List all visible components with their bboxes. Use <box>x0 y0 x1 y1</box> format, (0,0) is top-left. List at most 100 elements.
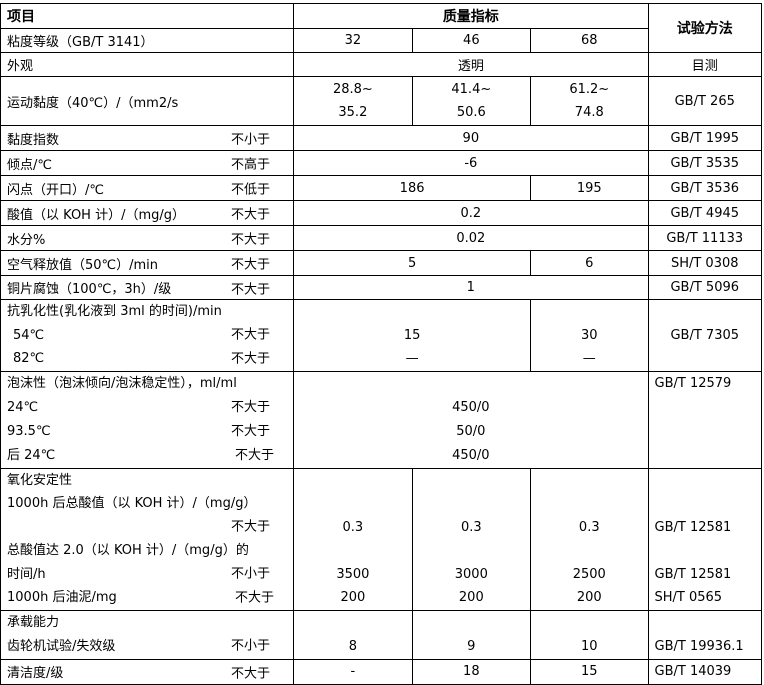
row-label: 清洁度/级 不大于 <box>0 658 295 685</box>
value-line: — <box>582 351 596 366</box>
header-quality: 质量指标 <box>293 3 649 29</box>
cell-value: 30 — <box>530 299 649 372</box>
value-line: 450/0 <box>452 447 490 463</box>
cell-value: 32 <box>293 28 413 53</box>
row-label: 空气释放值（50℃）/min 不大于 <box>0 250 295 276</box>
cell-method: GB/T 7305 <box>647 299 762 372</box>
cell-method: 目测 <box>647 52 762 77</box>
cell-value: 10 <box>530 609 649 660</box>
label-line: 82℃ 不大于 <box>7 347 293 371</box>
value-line: 74.8 <box>574 105 604 120</box>
label-text: 氧化安定性 <box>7 472 73 488</box>
label-text: 闪点（开口）/℃ <box>7 182 104 198</box>
spec-table: 项目 质量指标 试验方法 粘度等级（GB/T 3141） 32 46 68 外观… <box>0 3 762 685</box>
label-text: 空气释放值（50℃）/min <box>7 257 159 273</box>
method-text: GB/T 12579 <box>654 375 732 391</box>
cell-value: 0.3 3000 200 <box>411 467 532 611</box>
row-label: 外观 <box>0 52 295 77</box>
table-row: 空气释放值（50℃）/min 不大于 5 6 SH/T 0308 <box>0 250 762 276</box>
cell-value: 195 <box>530 175 649 201</box>
table-row: 铜片腐蚀（100℃，3h）/级 不大于 1 GB/T 5096 <box>0 275 762 300</box>
qualifier: 不大于 <box>231 327 271 343</box>
label-line: 后 24℃ 不大于 <box>7 444 293 468</box>
row-label: 水分% 不大于 <box>0 225 295 251</box>
label-text: 93.5℃ <box>7 423 51 439</box>
cell-method: GB/T 5096 <box>647 275 762 300</box>
cell-value: 46 <box>411 28 532 53</box>
table-row: 承载能力 齿轮机试验/失效级 不小于 8 9 10 GB/T 19936.1 <box>0 609 762 660</box>
label-line: 93.5℃ 不大于 <box>7 420 293 444</box>
label-text: 54℃ <box>13 327 45 343</box>
cell-method: GB/T 12579 <box>647 370 762 469</box>
cell-value: -6 <box>293 150 649 176</box>
row-label: 黏度指数 不小于 <box>0 125 295 151</box>
row-label: 氧化安定性 1000h 后总酸值（以 KOH 计）/（mg/g） 不大于 总酸值… <box>0 467 295 611</box>
table-row: 泡沫性（泡沫倾向/泡沫稳定性），ml/ml 24℃ 不大于 93.5℃ 不大于 后 … <box>0 370 762 469</box>
label-line: 54℃ 不大于 <box>7 324 293 348</box>
qualifier: 不大于 <box>231 519 271 535</box>
value-line: 50.6 <box>456 105 486 120</box>
table-row: 酸值（以 KOH 计）/（mg/g） 不大于 0.2 GB/T 4945 <box>0 200 762 226</box>
cell-method: GB/T 4945 <box>647 200 762 226</box>
label-text: 黏度指数 <box>7 132 60 148</box>
cell-value: 1 <box>293 275 649 300</box>
header-row: 项目 质量指标 试验方法 <box>0 3 762 53</box>
value-line: 41.4~ <box>451 81 492 97</box>
cell-value: 41.4~ 50.6 <box>411 76 532 126</box>
cell-method: GB/T 19936.1 <box>647 609 762 660</box>
cell-method: GB/T 3535 <box>647 150 762 176</box>
table-row: 黏度指数 不小于 90 GB/T 1995 <box>0 125 762 151</box>
cell-value: 0.2 <box>293 200 649 226</box>
row-label: 运动黏度（40℃）/（mm2/s <box>0 76 295 126</box>
qualifier: 不小于 <box>231 638 271 654</box>
cell-method: GB/T 265 <box>647 76 762 126</box>
cell-method: GB/T 12581 GB/T 12581 SH/T 0565 <box>647 467 762 611</box>
cell-method: GB/T 1995 <box>647 125 762 151</box>
value-line: 450/0 <box>452 399 490 415</box>
label-line: 1000h 后油泥/mg 不大于 <box>7 586 293 610</box>
row-label: 闪点（开口）/℃ 不低于 <box>0 175 295 201</box>
row-label: 酸值（以 KOH 计）/（mg/g） 不大于 <box>0 200 295 226</box>
cell-value: 28.8~ 35.2 <box>293 76 413 126</box>
cell-value: 0.3 3500 200 <box>293 467 413 611</box>
table-row: 抗乳化性(乳化液到 3ml 的时间)/min 54℃ 不大于 82℃ 不大于 15 —… <box>0 299 762 372</box>
table-row: 氧化安定性 1000h 后总酸值（以 KOH 计）/（mg/g） 不大于 总酸值… <box>0 467 762 611</box>
qualifier: 不大于 <box>235 590 275 605</box>
qualifier: 不大于 <box>231 351 271 366</box>
cell-value: 9 <box>411 609 532 660</box>
qualifier: 不大于 <box>231 207 271 223</box>
value-line: 30 <box>581 327 598 343</box>
value-line: 200 <box>340 590 366 605</box>
label-text: 82℃ <box>13 351 45 366</box>
table-row: 粘度等级（GB/T 3141） 32 46 68 <box>0 28 762 53</box>
qualifier: 不大于 <box>231 423 271 439</box>
label-text: 齿轮机试验/失效级 <box>7 638 116 654</box>
value-line: 28.8~ <box>332 81 373 97</box>
cell-value: 450/0 50/0 450/0 <box>293 370 649 469</box>
cell-value: 90 <box>293 125 649 151</box>
value-line: 2500 <box>572 566 606 582</box>
row-label: 抗乳化性(乳化液到 3ml 的时间)/min 54℃ 不大于 82℃ 不大于 <box>0 299 295 372</box>
value-line: — <box>405 351 419 366</box>
cell-value: 68 <box>530 28 649 53</box>
table-row: 倾点/℃ 不高于 -6 GB/T 3535 <box>0 150 762 176</box>
cell-value: 18 <box>411 658 532 685</box>
cell-method: GB/T 3536 <box>647 175 762 201</box>
value-line: 9 <box>467 638 476 654</box>
table-row: 清洁度/级 不大于 - 18 15 GB/T 14039 <box>0 658 762 685</box>
cell-value: - <box>293 658 413 685</box>
cell-value: 透明 <box>293 52 649 77</box>
method-text: GB/T 12581 <box>654 566 732 582</box>
value-line: 3500 <box>336 566 370 582</box>
table-row: 外观 透明 目测 <box>0 52 762 77</box>
value-line: 35.2 <box>338 105 368 120</box>
cell-value: 15 <box>530 658 649 685</box>
row-label: 倾点/℃ 不高于 <box>0 150 295 176</box>
value-line: 0.3 <box>578 519 600 535</box>
label-text: 抗乳化性(乳化液到 3ml 的时间)/min <box>7 304 222 319</box>
qualifier: 不大于 <box>231 399 271 415</box>
row-label: 泡沫性（泡沫倾向/泡沫稳定性），ml/ml 24℃ 不大于 93.5℃ 不大于 后 … <box>0 370 295 469</box>
cell-value: 186 <box>293 175 532 201</box>
label-text: 泡沫性（泡沫倾向/泡沫稳定性），ml/ml <box>7 375 237 391</box>
label-text: 铜片腐蚀（100℃，3h）/级 <box>7 282 172 297</box>
